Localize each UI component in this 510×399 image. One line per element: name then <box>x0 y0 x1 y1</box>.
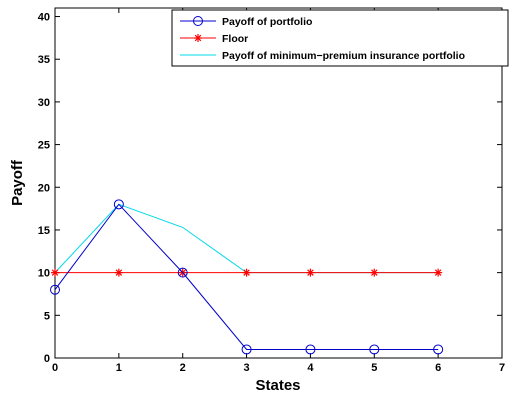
data-point-circle <box>305 344 316 355</box>
x-tick-label: 1 <box>116 362 122 374</box>
x-tick-label: 5 <box>371 362 377 374</box>
data-point-circle <box>50 284 60 295</box>
x-axis-label: States <box>255 377 300 394</box>
series-0 <box>50 199 444 355</box>
y-tick-label: 15 <box>38 225 50 237</box>
data-point-circle <box>113 199 124 210</box>
x-tick-label: 4 <box>307 362 314 374</box>
legend-item: Payoff of minimum−premium insurance port… <box>180 50 465 62</box>
y-tick-label: 20 <box>38 182 50 194</box>
x-tick-label: 3 <box>244 362 250 374</box>
data-point-star <box>51 268 59 277</box>
data-point-star <box>194 34 202 42</box>
data-point-star <box>434 268 443 277</box>
x-tick-label: 0 <box>52 362 58 374</box>
y-tick-label: 40 <box>38 12 50 24</box>
data-point-circle <box>241 344 252 355</box>
y-tick-label: 25 <box>38 140 50 152</box>
data-point-circle <box>193 16 203 26</box>
series-layer <box>50 199 444 355</box>
legend-label: Floor <box>222 33 248 45</box>
data-point-circle <box>369 344 380 355</box>
legend-label: Payoff of portfolio <box>222 16 312 28</box>
data-point-star <box>242 268 251 277</box>
data-point-circle <box>433 344 444 355</box>
legend-box <box>171 9 509 67</box>
y-tick-label: 0 <box>44 353 50 365</box>
series-1 <box>51 268 443 277</box>
axis-ticks: 0 1 2 3 4 5 6 7 0 5 10 15 20 25 30 35 40 <box>38 8 505 374</box>
x-tick-label: 6 <box>435 362 441 374</box>
data-point-star <box>114 268 123 277</box>
y-tick-label: 35 <box>38 54 50 66</box>
data-point-star <box>306 268 315 277</box>
y-axis-label: Payoff <box>9 159 26 206</box>
series-line <box>54 203 439 350</box>
y-tick-label: 30 <box>38 97 50 109</box>
y-tick-label: 10 <box>38 268 50 280</box>
x-tick-label: 2 <box>180 362 186 374</box>
x-tick-label: 7 <box>499 362 505 374</box>
legend: Payoff of portfolio Floor Payoff of minimu… <box>171 9 509 67</box>
data-point-star <box>370 268 379 277</box>
y-tick-label: 5 <box>44 310 50 322</box>
legend-item: Floor <box>180 33 248 45</box>
legend-label: Payoff of minimum−premium insurance port… <box>222 50 465 62</box>
legend-item: Payoff of portfolio <box>180 16 312 28</box>
data-point-circle <box>177 267 188 278</box>
